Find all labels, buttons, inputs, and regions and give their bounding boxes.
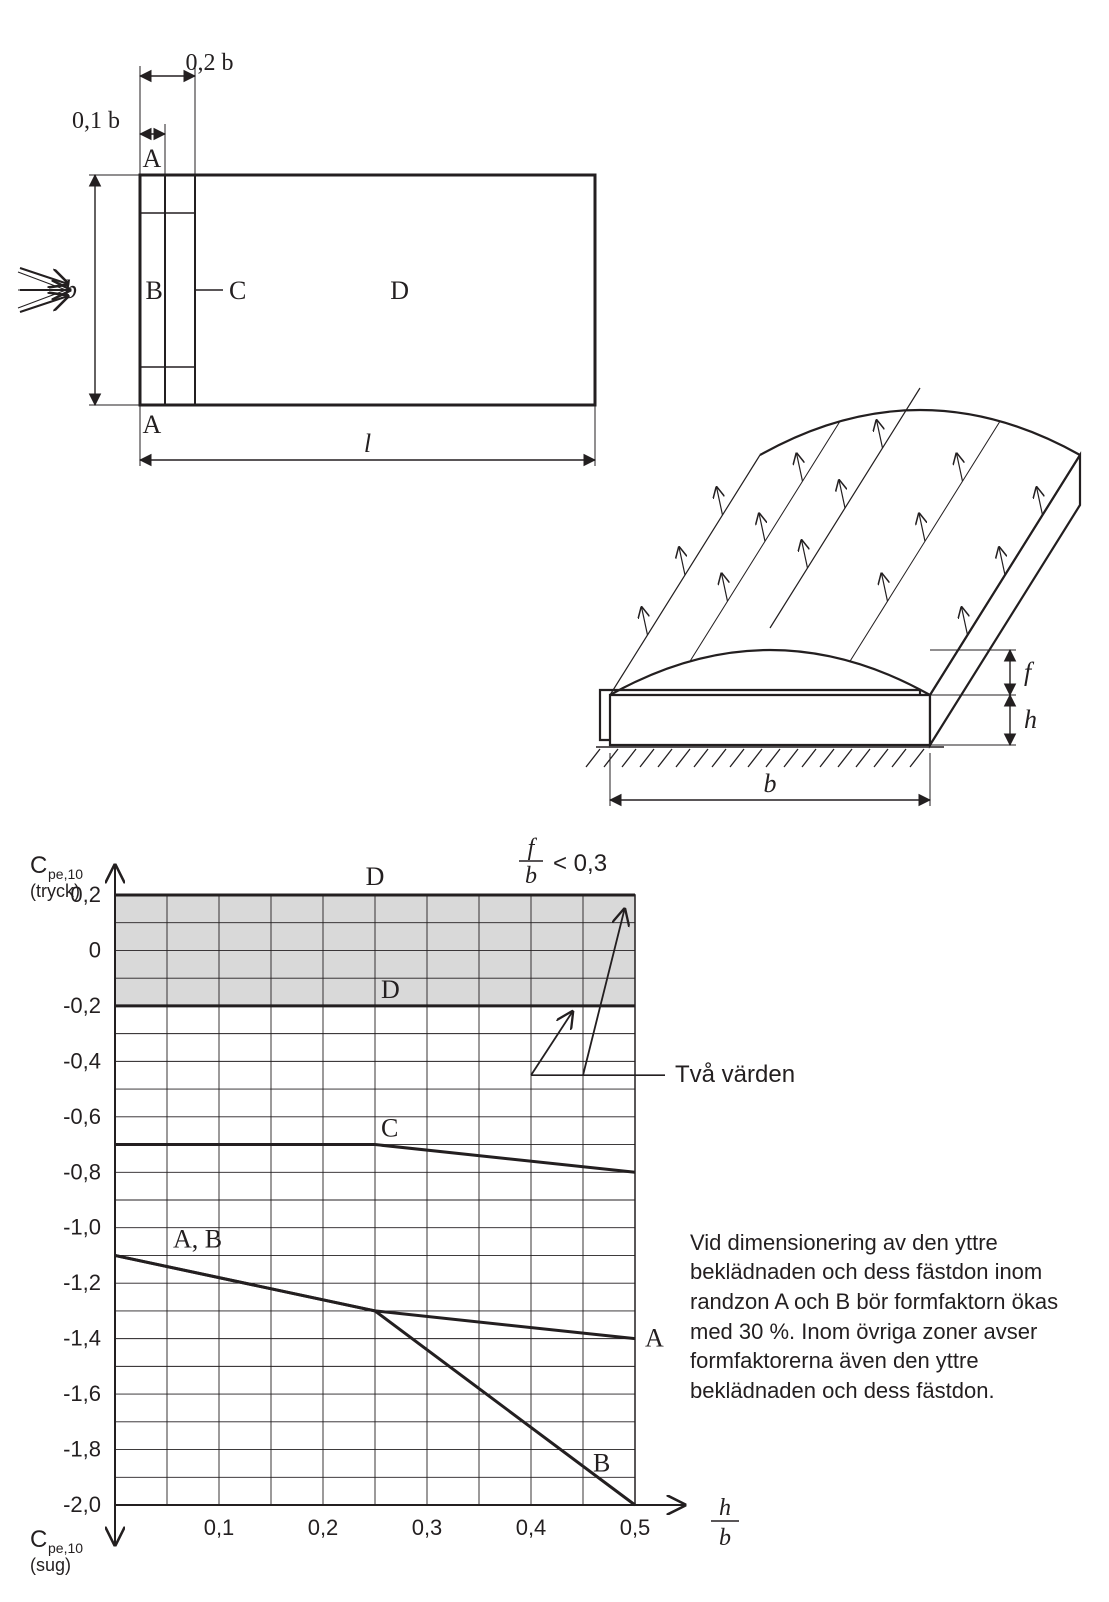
svg-text:B: B bbox=[593, 1448, 610, 1477]
svg-text:A: A bbox=[143, 144, 162, 173]
svg-text:(sug): (sug) bbox=[30, 1555, 71, 1575]
svg-text:0,1 b: 0,1 b bbox=[72, 108, 120, 134]
svg-text:-0,6: -0,6 bbox=[63, 1104, 101, 1129]
svg-text:-0,8: -0,8 bbox=[63, 1159, 101, 1184]
svg-text:C: C bbox=[229, 276, 246, 305]
svg-text:0,4: 0,4 bbox=[516, 1515, 547, 1540]
svg-text:0,3: 0,3 bbox=[412, 1515, 443, 1540]
svg-text:b: b bbox=[764, 769, 777, 798]
iso-building: b hf bbox=[586, 388, 1080, 806]
svg-text:D: D bbox=[366, 862, 385, 891]
svg-text:Två värden: Två värden bbox=[675, 1061, 795, 1088]
cpe-chart: 0,2 0 -0,2 -0,4 -0,6 -0,8 -1,0 -1,2 -1,4 -1,6 -1,8… bbox=[30, 835, 1070, 1575]
svg-text:-1,4: -1,4 bbox=[63, 1326, 101, 1351]
chart-note: Vid dimensionering av den yttre beklädna… bbox=[690, 1228, 1070, 1528]
svg-text:h: h bbox=[1024, 705, 1037, 734]
svg-text:D: D bbox=[381, 975, 400, 1004]
svg-text:A: A bbox=[143, 410, 162, 439]
svg-text:0,2 b: 0,2 b bbox=[186, 50, 234, 76]
svg-text:-2,0: -2,0 bbox=[63, 1492, 101, 1517]
svg-text:B: B bbox=[146, 276, 163, 305]
svg-text:A, B: A, B bbox=[173, 1224, 222, 1253]
svg-text:f: f bbox=[528, 835, 538, 861]
svg-text:0,1: 0,1 bbox=[204, 1515, 235, 1540]
svg-text:-1,6: -1,6 bbox=[63, 1381, 101, 1406]
plan-view: AABCD0,2 b0,1 bbl bbox=[18, 50, 595, 466]
svg-text:(tryck): (tryck) bbox=[30, 881, 80, 901]
svg-text:0: 0 bbox=[89, 937, 101, 962]
svg-text:f: f bbox=[1024, 658, 1035, 687]
svg-text:b: b bbox=[525, 863, 537, 889]
svg-text:C: C bbox=[30, 1526, 47, 1553]
svg-text:-0,2: -0,2 bbox=[63, 993, 101, 1018]
svg-text:C: C bbox=[381, 1114, 398, 1143]
svg-text:-1,2: -1,2 bbox=[63, 1270, 101, 1295]
svg-text:< 0,3: < 0,3 bbox=[553, 850, 607, 877]
svg-text:0,5: 0,5 bbox=[620, 1515, 651, 1540]
svg-text:0,2: 0,2 bbox=[308, 1515, 339, 1540]
svg-text:C: C bbox=[30, 852, 47, 879]
svg-text:-0,4: -0,4 bbox=[63, 1048, 101, 1073]
svg-text:-1,0: -1,0 bbox=[63, 1215, 101, 1240]
svg-text:l: l bbox=[364, 429, 371, 458]
svg-text:pe,10: pe,10 bbox=[48, 866, 83, 882]
svg-text:-1,8: -1,8 bbox=[63, 1437, 101, 1462]
svg-text:pe,10: pe,10 bbox=[48, 1540, 83, 1556]
svg-text:A: A bbox=[645, 1324, 664, 1353]
svg-text:b: b bbox=[719, 1525, 731, 1551]
svg-text:D: D bbox=[390, 276, 409, 305]
